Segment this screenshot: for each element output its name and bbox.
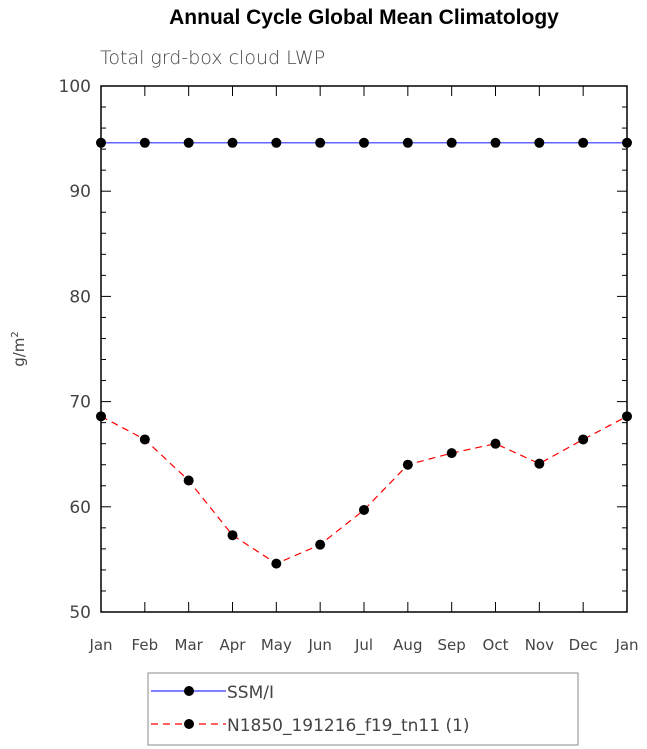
axes: 50 60 70 80 90 100 Jan Feb Mar Apr May Jun Jul Aug Sep… xyxy=(59,77,639,654)
x-tick-label: Aug xyxy=(393,636,422,654)
data-point xyxy=(578,434,589,445)
y-tick-label: 100 xyxy=(59,77,91,97)
data-point xyxy=(96,411,106,422)
x-tick-label: Jul xyxy=(354,636,373,654)
data-point xyxy=(315,539,326,550)
data-point xyxy=(227,530,238,541)
legend-box xyxy=(147,672,579,746)
data-point xyxy=(359,137,369,148)
data-point xyxy=(490,137,501,148)
x-tick-label: Mar xyxy=(175,636,204,654)
legend-label: SSM/I xyxy=(227,683,274,703)
data-point xyxy=(402,137,413,148)
data-point xyxy=(139,137,150,148)
data-point xyxy=(578,137,589,148)
data-point xyxy=(183,137,194,148)
data-point xyxy=(183,475,194,486)
y-tick-label: 50 xyxy=(69,603,91,623)
x-tick-label: Jan xyxy=(614,636,638,654)
chart-title: Annual Cycle Global Mean Climatology xyxy=(169,6,559,29)
chart-subtitle: Total grd-box cloud LWP xyxy=(100,47,325,69)
x-tick-label: Jun xyxy=(307,636,331,654)
y-axis-label: g/m2 xyxy=(10,331,28,367)
x-tick-label: Sep xyxy=(438,636,466,654)
x-tick-label: Oct xyxy=(483,636,509,654)
data-point xyxy=(359,504,369,515)
x-tick-label: Feb xyxy=(132,636,159,654)
y-tick-label: 90 xyxy=(69,182,91,202)
x-tick-label: Dec xyxy=(569,636,598,654)
y-axis-label-sup: 2 xyxy=(10,331,21,337)
x-tick-label: Jan xyxy=(88,636,112,654)
series-line-2 xyxy=(100,415,628,565)
legend-marker xyxy=(184,686,194,696)
data-point xyxy=(96,137,106,148)
data-point xyxy=(446,137,457,148)
data-point xyxy=(490,438,501,449)
data-point xyxy=(271,558,282,569)
data-point xyxy=(446,448,457,459)
data-point xyxy=(315,137,326,148)
y-tick-label: 60 xyxy=(69,498,91,518)
data-point xyxy=(622,137,632,148)
y-tick-label: 70 xyxy=(69,393,91,413)
series-group xyxy=(96,137,632,569)
legend: SSM/I N1850_191216_f19_tn11 (1) xyxy=(147,672,579,746)
legend-marker xyxy=(184,719,194,729)
data-point xyxy=(534,458,545,469)
data-point xyxy=(622,411,632,422)
x-tick-label: Apr xyxy=(220,636,247,654)
plot-frame xyxy=(100,85,628,613)
data-point xyxy=(271,137,282,148)
y-tick-label: 80 xyxy=(69,287,91,307)
legend-label: N1850_191216_f19_tn11 (1) xyxy=(227,716,470,736)
data-point xyxy=(402,459,413,470)
x-tick-label: Nov xyxy=(525,636,554,654)
x-tick-label: May xyxy=(261,636,292,654)
y-axis-label-text: g/m xyxy=(10,338,28,367)
data-point xyxy=(139,434,150,445)
data-point xyxy=(534,137,545,148)
data-point xyxy=(227,137,238,148)
